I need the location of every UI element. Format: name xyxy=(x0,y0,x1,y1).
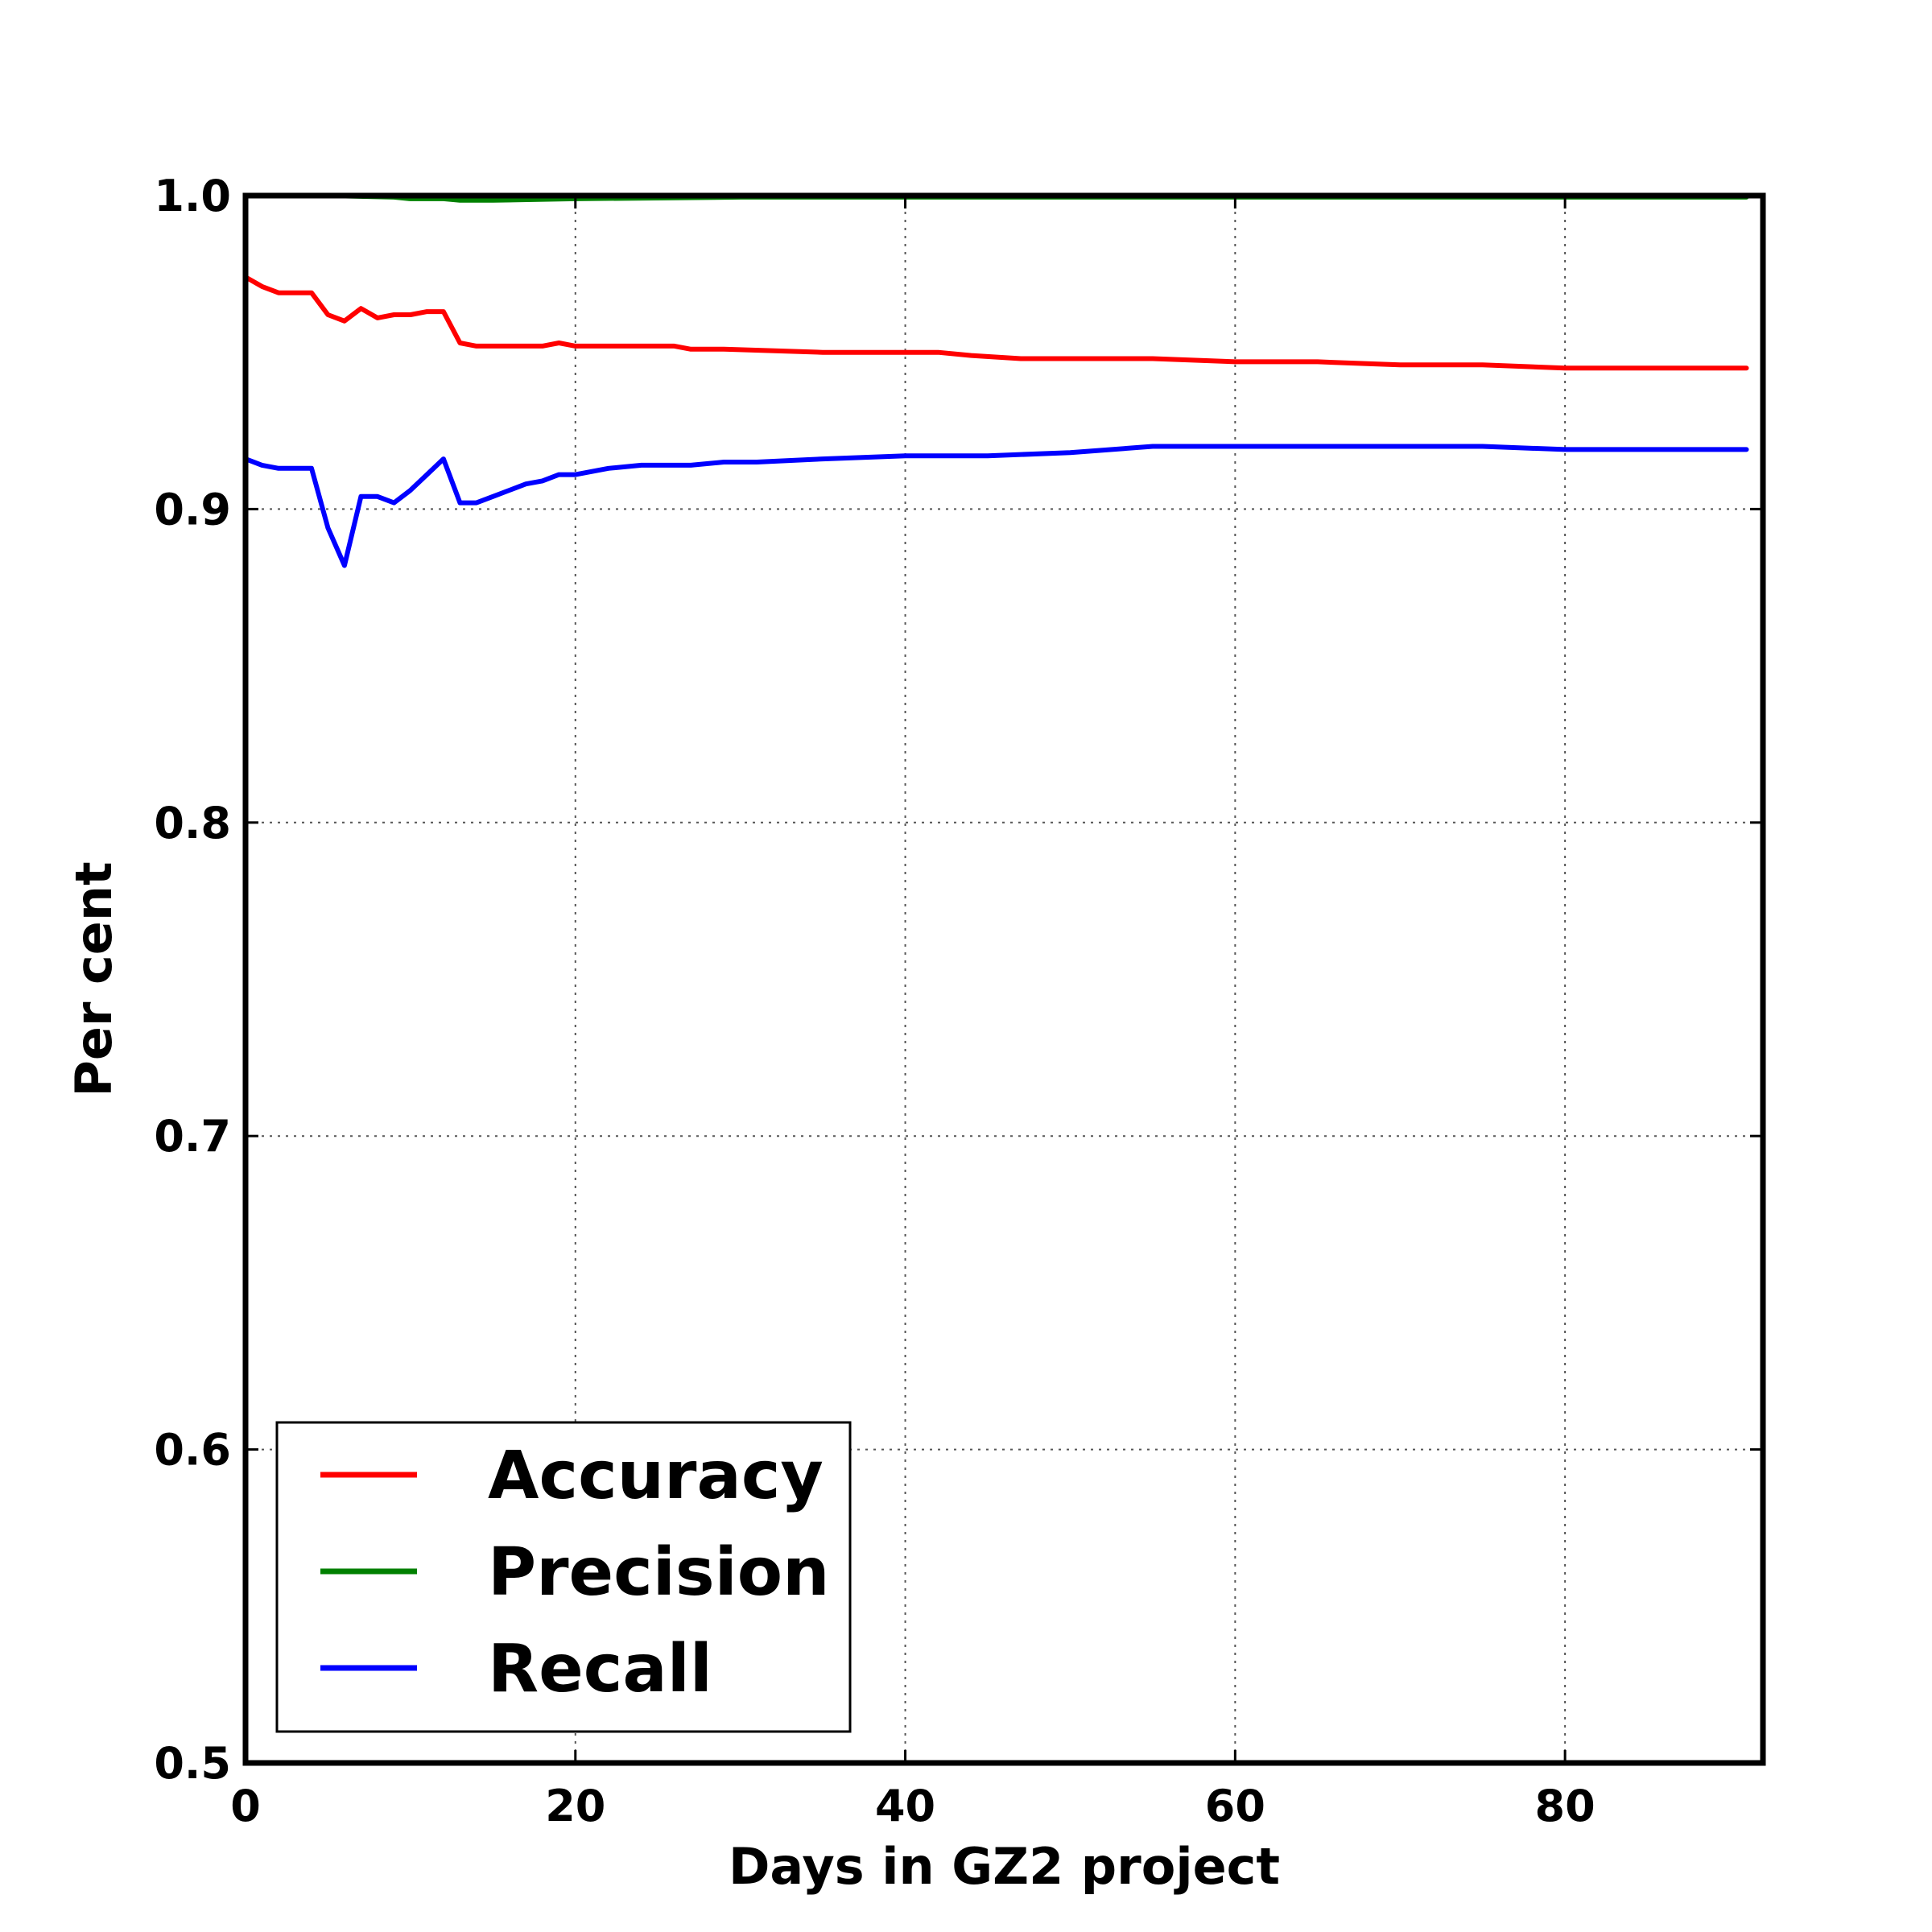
y-tick-label: 1.0 xyxy=(154,171,231,221)
y-axis-label: Per cent xyxy=(64,861,123,1096)
y-tick-label: 0.8 xyxy=(154,798,231,848)
legend-label-precision: Precision xyxy=(488,1534,830,1611)
series-line-accuracy xyxy=(243,275,1749,371)
x-axis-label: Days in GZ2 project xyxy=(729,1837,1280,1896)
plot-frame xyxy=(242,192,1766,1766)
legend-label-accuracy: Accuracy xyxy=(488,1438,824,1514)
x-tick-label: 0 xyxy=(230,1781,261,1831)
y-tick-label: 0.6 xyxy=(154,1425,231,1476)
legend-label-recall: Recall xyxy=(488,1631,712,1707)
y-tick-label: 0.7 xyxy=(154,1111,231,1162)
series-line-recall xyxy=(243,444,1749,568)
x-tick-label: 60 xyxy=(1205,1781,1265,1831)
x-tick-label: 80 xyxy=(1535,1781,1596,1831)
y-tick-label: 0.9 xyxy=(154,484,231,535)
x-tick-label: 20 xyxy=(545,1781,605,1831)
y-tick-label: 0.5 xyxy=(154,1738,231,1789)
x-tick-label: 40 xyxy=(875,1781,935,1831)
